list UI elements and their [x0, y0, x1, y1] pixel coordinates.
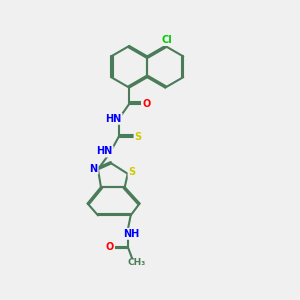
Text: NH: NH [123, 229, 140, 239]
Text: O: O [106, 242, 114, 252]
Text: S: S [129, 167, 136, 177]
Text: HN: HN [105, 114, 122, 124]
Text: Cl: Cl [161, 35, 172, 45]
Text: HN: HN [96, 146, 112, 157]
Text: N: N [89, 164, 98, 174]
Text: O: O [142, 99, 150, 109]
Text: S: S [134, 132, 142, 142]
Text: CH₃: CH₃ [128, 258, 146, 267]
